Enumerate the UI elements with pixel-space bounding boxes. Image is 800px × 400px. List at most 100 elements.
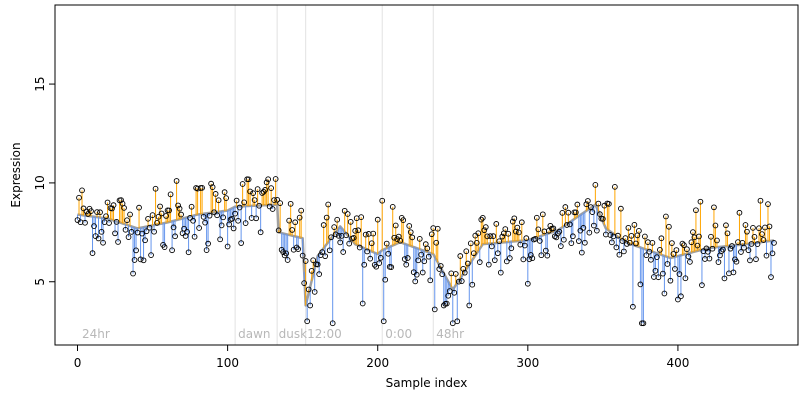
data-point (355, 227, 362, 234)
data-point (308, 267, 315, 274)
data-point (196, 225, 202, 231)
data-point (95, 235, 102, 242)
data-point (361, 261, 368, 268)
data-point (356, 244, 363, 251)
data-point (685, 253, 692, 260)
data-point (343, 232, 350, 239)
data-point (80, 205, 87, 212)
data-point (323, 214, 330, 221)
data-point (433, 239, 440, 246)
data-point (319, 249, 326, 255)
data-point (652, 267, 659, 274)
data-point (542, 247, 549, 254)
data-point (729, 243, 735, 249)
data-point (157, 203, 163, 210)
data-point (368, 240, 375, 247)
data-point (754, 241, 761, 248)
data-point (514, 224, 521, 231)
data-point (708, 233, 714, 240)
data-point (136, 204, 142, 211)
data-point (723, 222, 729, 229)
data-point (385, 250, 392, 257)
data-point (154, 219, 160, 226)
data-point (506, 255, 513, 261)
data-point (706, 255, 713, 262)
data-point (491, 257, 498, 264)
data-point (100, 239, 106, 246)
data-point (508, 245, 515, 252)
data-point (642, 233, 648, 240)
data-point (235, 217, 241, 224)
data-point (454, 318, 461, 325)
data-point (257, 229, 264, 236)
data-point (431, 306, 438, 313)
data-point (434, 225, 441, 232)
data-point (415, 257, 422, 264)
data-point (163, 213, 169, 219)
data-point (573, 209, 579, 216)
data-point (627, 239, 633, 246)
data-point (478, 216, 485, 223)
data-point (663, 213, 669, 220)
data-point (88, 208, 94, 214)
data-point (169, 247, 175, 254)
data-point (113, 218, 120, 225)
data-point (373, 263, 380, 270)
data-point (463, 248, 470, 255)
data-point (745, 247, 752, 254)
data-point (769, 250, 776, 257)
data-point (670, 251, 677, 257)
data-point (148, 252, 154, 258)
data-point (765, 201, 771, 207)
data-point (520, 256, 527, 263)
data-point (594, 227, 600, 234)
data-point (416, 236, 423, 242)
data-point (220, 214, 226, 221)
data-point (703, 245, 710, 252)
data-point (505, 230, 512, 237)
data-point (518, 219, 525, 226)
data-point (475, 230, 482, 237)
data-point (232, 210, 238, 217)
data-point (253, 215, 259, 222)
data-point (583, 201, 590, 208)
data-point (214, 212, 220, 219)
data-point (697, 198, 704, 205)
data-point (191, 233, 198, 240)
data-point (401, 256, 408, 262)
data-point (521, 242, 528, 249)
data-point (709, 245, 716, 252)
data-point (667, 277, 674, 284)
data-point (289, 227, 296, 233)
data-point (494, 250, 501, 257)
data-point (121, 205, 127, 211)
data-point (362, 231, 369, 238)
data-point (536, 238, 543, 244)
data-point (457, 253, 464, 259)
data-point (241, 199, 247, 206)
data-point (350, 234, 357, 241)
data-point (721, 275, 728, 282)
data-point (326, 247, 333, 254)
data-point (347, 219, 354, 225)
data-point (600, 216, 606, 222)
data-point (503, 258, 510, 265)
data-point (367, 255, 374, 262)
data-point (469, 281, 476, 288)
data-point (221, 189, 228, 196)
data-point (172, 233, 178, 240)
data-point (175, 202, 181, 209)
data-point (85, 211, 91, 217)
data-point (286, 217, 293, 224)
trend-line-layer (77, 203, 775, 307)
data-point (251, 197, 258, 203)
data-point (750, 225, 756, 231)
data-point (460, 266, 467, 272)
data-point (152, 185, 159, 192)
data-point (254, 186, 261, 192)
data-point (466, 302, 473, 309)
data-point (637, 281, 644, 288)
data-point (143, 228, 150, 235)
data-point (404, 255, 411, 261)
data-point (247, 188, 253, 195)
